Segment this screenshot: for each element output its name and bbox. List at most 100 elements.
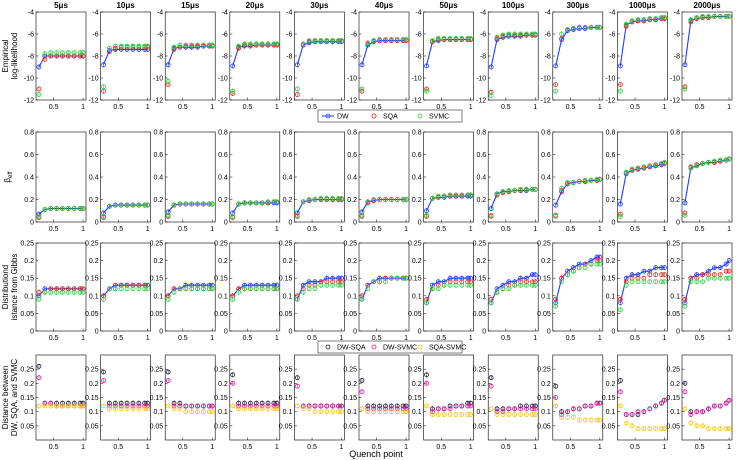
y-tick-label: 0.6 — [153, 152, 163, 159]
y-tick-label: -12 — [347, 98, 357, 105]
y-tick-label: 0.1 — [412, 409, 422, 416]
data-point-svmc — [130, 43, 136, 49]
panel: 0.25 0.2 0.15 0.1 0.05 0 0.5 1 — [150, 241, 216, 342]
data-point-svmc — [576, 265, 582, 271]
data-point-dw-svmc — [512, 406, 518, 412]
data-point-svmc — [465, 36, 471, 41]
data-point-svmc — [711, 275, 717, 281]
x-tick-label: 1 — [146, 444, 150, 451]
data-point-dw-svmc — [576, 406, 582, 412]
data-point-svmc — [424, 88, 429, 94]
y-tick-label: 0.1 — [541, 409, 551, 416]
data-point-sqa-svmc — [468, 412, 474, 417]
data-point-svmc — [101, 213, 106, 219]
y-tick-label: -8 — [222, 54, 228, 61]
y-tick-label: 0.25 — [408, 241, 422, 248]
y-tick-label: 0.25 — [150, 241, 164, 248]
y-tick-label: 0.05 — [537, 311, 551, 318]
x-tick-label: 0.5 — [372, 104, 382, 111]
data-point-dw-svmc — [524, 406, 529, 412]
data-point-svmc — [107, 45, 112, 51]
data-point-svmc — [377, 37, 382, 42]
data-point-svmc — [36, 213, 42, 219]
data-point-sqa-svmc — [165, 403, 171, 409]
data-point-svmc — [271, 41, 277, 47]
data-point-svmc — [48, 289, 54, 295]
data-point-svmc — [717, 275, 723, 281]
y-tick-label: 0.25 — [537, 367, 551, 374]
x-tick-label: 1 — [727, 104, 731, 111]
data-point-svmc — [312, 38, 318, 43]
y-tick-label: 0.25 — [408, 367, 422, 374]
y-tick-label: 0.8 — [412, 130, 422, 137]
column-title: 15μs — [181, 1, 200, 10]
data-point-dw — [553, 202, 559, 208]
panel: 0.8 0.6 0.4 0.2 0 0.5 1 — [476, 130, 539, 233]
y-tick-label: 0.2 — [24, 197, 34, 204]
data-point-dw-svmc — [570, 406, 576, 412]
y-tick-label: 0.25 — [473, 241, 487, 248]
y-tick-label: 0.2 — [24, 258, 34, 265]
x-tick-label: 1 — [210, 444, 214, 451]
x-tick-label: 1 — [598, 104, 602, 111]
data-point-dw-svmc — [230, 380, 236, 386]
x-tick-label: 1 — [727, 226, 731, 233]
data-point-sqa — [726, 268, 732, 274]
data-point-svmc — [717, 157, 723, 163]
legend-label: DW — [337, 114, 349, 121]
y-tick-label: 0.8 — [283, 130, 293, 137]
data-point-sqa-svmc — [488, 406, 494, 412]
data-point-svmc — [623, 21, 629, 27]
data-point-sqa-svmc — [306, 406, 312, 412]
y-tick-label: -10 — [541, 76, 551, 83]
panel: 0.25 0.2 0.15 0.1 0.05 0.5 1 — [85, 354, 151, 451]
y-tick-label: 0 — [482, 329, 486, 336]
data-point-svmc — [424, 300, 429, 306]
data-point-svmc — [377, 197, 382, 202]
data-point-svmc — [726, 275, 732, 281]
data-point-svmc — [494, 34, 500, 40]
y-tick-label: 0.05 — [473, 311, 487, 318]
y-tick-label: -12 — [218, 98, 228, 105]
data-point-dw-sqa — [682, 380, 688, 386]
y-tick-label: -8 — [351, 54, 357, 61]
data-point-sqa-svmc — [653, 426, 659, 432]
data-point-svmc — [330, 38, 336, 43]
data-point-svmc — [294, 296, 300, 302]
data-point-sqa-svmc — [706, 426, 711, 432]
y-tick-label: 0.15 — [85, 276, 99, 283]
x-tick-label: 1 — [533, 335, 537, 342]
panel: 0.25 0.2 0.15 0.1 0.05 0.5 1 — [666, 354, 733, 451]
data-point-svmc — [459, 36, 465, 41]
y-tick-label: 0.1 — [541, 293, 551, 300]
column-title: 100μs — [502, 1, 525, 10]
y-tick-label: 0.4 — [412, 175, 422, 182]
panel-frame — [164, 354, 216, 441]
data-point-svmc — [242, 41, 247, 47]
y-tick-label: 0.4 — [283, 175, 293, 182]
panel-frame — [487, 11, 539, 101]
panel: 0.25 0.2 0.15 0.1 0.05 0.5 1 — [537, 354, 604, 451]
data-point-svmc — [80, 50, 86, 56]
data-point-svmc — [435, 286, 441, 292]
y-tick-label: 0.2 — [218, 258, 228, 265]
data-point-sqa-svmc — [435, 412, 441, 417]
panel-frame — [229, 131, 281, 223]
data-point-svmc — [400, 275, 406, 281]
data-point-dw-svmc — [101, 378, 106, 383]
y-tick-label: 0.15 — [85, 395, 99, 402]
y-tick-label: 0.1 — [412, 293, 422, 300]
y-tick-label: -8 — [545, 54, 551, 61]
data-point-dw — [553, 63, 559, 69]
data-point-svmc — [694, 15, 700, 20]
data-point-dw-svmc — [359, 389, 365, 395]
data-point-sqa-svmc — [71, 403, 77, 409]
data-point-svmc — [60, 289, 65, 295]
y-tick-label: 0.25 — [214, 241, 228, 248]
x-tick-label: 1 — [404, 444, 408, 451]
data-point-svmc — [682, 303, 688, 309]
data-point-sqa-svmc — [430, 412, 435, 417]
panel-frame — [358, 131, 410, 223]
y-tick-label: 0 — [418, 220, 422, 227]
x-tick-label: 0.5 — [243, 335, 253, 342]
